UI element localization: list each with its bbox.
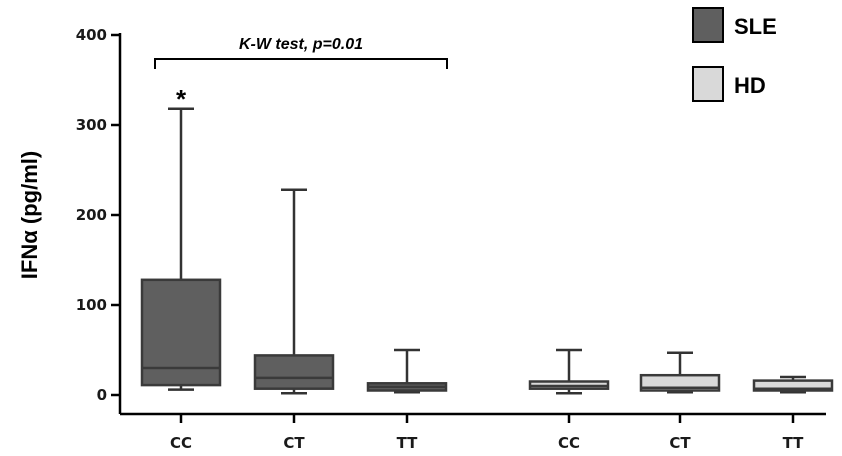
- legend-item-hd: HD: [692, 66, 766, 102]
- significance-star: *: [176, 84, 187, 114]
- x-tick-label: CT: [669, 434, 691, 452]
- significance-text: K-W test, p=0.01: [239, 36, 363, 53]
- legend-label: HD: [734, 73, 766, 98]
- legend-label: SLE: [734, 14, 777, 39]
- x-tick-label: CC: [170, 434, 192, 452]
- legend-item-sle: SLE: [692, 7, 777, 43]
- box-iqr: [253, 354, 335, 390]
- x-tick-label: TT: [783, 434, 805, 452]
- box-sle-cc: [140, 107, 222, 391]
- legend-swatch: [692, 66, 724, 102]
- legend-swatch: [692, 7, 724, 43]
- y-tick-label: 200: [76, 206, 107, 224]
- significance-bracket: [154, 58, 448, 69]
- box-iqr: [140, 278, 222, 387]
- y-tick-label: 0: [97, 386, 107, 404]
- axes: 0 100 200 300 400 CC CT TT CC CT TT IFNα (pg/ml): [17, 26, 826, 452]
- x-tick-label: TT: [397, 434, 419, 452]
- y-tick-label: 300: [76, 116, 107, 134]
- y-tick-label: 400: [76, 26, 107, 44]
- annotation: K-W test, p=0.01 *: [154, 36, 448, 114]
- box-sle-tt: [366, 348, 448, 394]
- legend: SLE HD: [692, 7, 777, 102]
- y-axis-label: IFNα (pg/ml): [17, 151, 42, 279]
- boxes: [140, 107, 834, 395]
- box-hd-cc: [528, 348, 610, 395]
- box-hd-tt: [752, 375, 834, 394]
- box-sle-ct: [253, 188, 335, 395]
- x-tick-label: CT: [283, 434, 305, 452]
- y-tick-label: 100: [76, 296, 107, 314]
- box-iqr: [752, 379, 834, 392]
- x-tick-label: CC: [558, 434, 580, 452]
- box-hd-ct: [639, 351, 721, 394]
